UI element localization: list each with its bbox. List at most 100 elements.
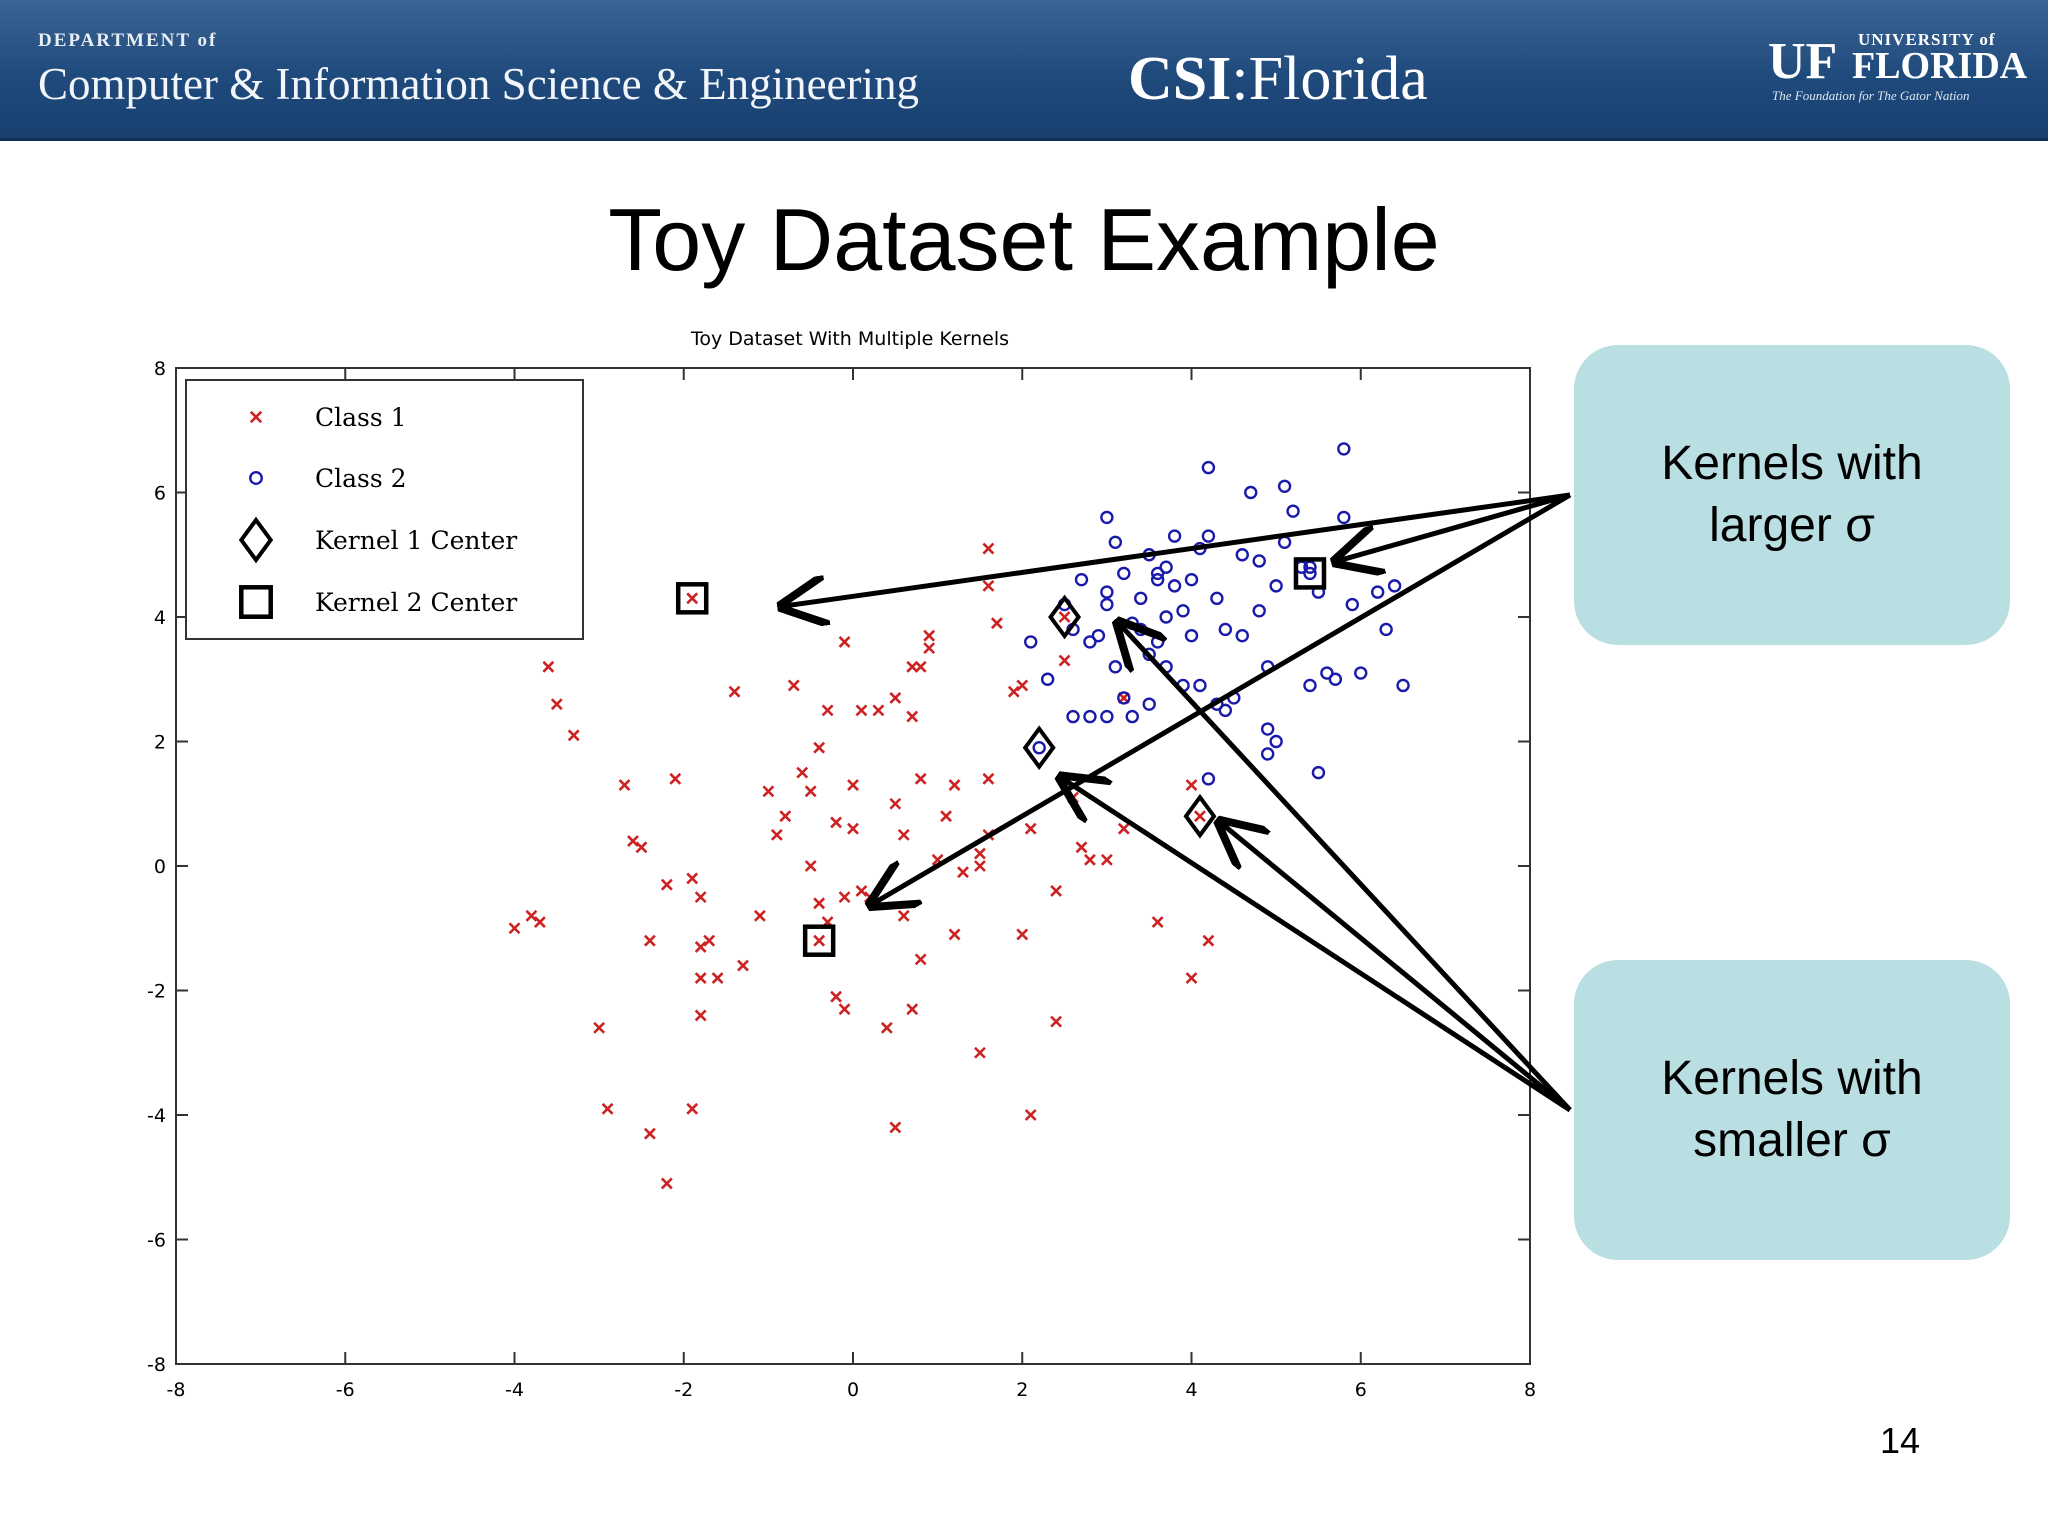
class1-point — [982, 542, 995, 555]
callout-larger-sigma: Kernels with larger σ — [1574, 345, 2010, 645]
o-ring — [1167, 529, 1182, 543]
class1-point — [601, 1102, 614, 1115]
class1-point — [923, 642, 936, 655]
x-tick-label: -2 — [674, 1379, 693, 1401]
class1-point — [838, 1003, 851, 1016]
o-ring — [1328, 672, 1343, 686]
x-stroke — [1050, 884, 1063, 897]
class1-point — [770, 828, 783, 841]
x-stroke — [889, 1121, 902, 1134]
x-stroke — [982, 542, 995, 555]
o-ring — [1150, 566, 1165, 581]
department-label: DEPARTMENT of — [38, 30, 218, 51]
x-stroke — [753, 909, 766, 922]
diamond-shape — [1022, 725, 1056, 771]
class1-point — [1202, 934, 1215, 947]
class1-point — [813, 741, 826, 754]
square-shape — [239, 585, 273, 619]
class2-point — [1244, 485, 1258, 500]
o-ring — [1235, 628, 1249, 643]
callout-larger-line2: larger σ — [1709, 499, 1875, 552]
class1-point — [982, 772, 995, 785]
o-ring — [1201, 772, 1216, 786]
y-tick-label: -4 — [147, 1105, 166, 1127]
class2-point — [1167, 529, 1182, 543]
o-ring — [1159, 560, 1173, 574]
class2-point — [1024, 635, 1038, 649]
legend-marker-diamond — [238, 516, 274, 564]
kernel1-center — [1022, 725, 1056, 771]
x-stroke — [830, 990, 842, 1003]
class1-point — [948, 779, 961, 791]
class2-point — [1269, 579, 1283, 593]
legend-label: Class 2 — [315, 464, 407, 493]
square-shape — [675, 582, 709, 615]
kernel2-center — [1293, 557, 1327, 590]
callout-smaller-line1: Kernels with — [1661, 1051, 1923, 1105]
x-stroke — [542, 660, 555, 673]
x-stroke — [880, 1021, 893, 1034]
x-stroke — [948, 928, 961, 941]
arrow-larger-3 — [1336, 492, 1571, 561]
callout-smaller-sigma: Kernels with smaller σ — [1574, 960, 2010, 1260]
o-ring — [1218, 703, 1233, 718]
class1-point — [855, 704, 868, 717]
o-ring — [1387, 579, 1402, 593]
kernel1-center — [1048, 594, 1082, 640]
class1-point — [914, 660, 927, 673]
x-stroke — [1084, 853, 1096, 866]
class1-point — [669, 772, 682, 785]
x-stroke — [728, 685, 741, 698]
o-ring — [1345, 597, 1359, 612]
class1-point — [830, 816, 842, 829]
x-stroke — [974, 1046, 986, 1059]
chart-title: Toy Dataset With Multiple Kernels — [690, 328, 1009, 350]
legend-label: Kernel 2 Center — [315, 588, 517, 617]
x-stroke — [897, 828, 910, 841]
x-stroke — [948, 779, 961, 791]
class2-point — [1286, 504, 1300, 518]
kernel2-center — [802, 924, 836, 957]
x-stroke — [1194, 810, 1206, 823]
class1-point — [948, 928, 961, 941]
class1-point — [643, 1127, 656, 1140]
class2-point — [1040, 672, 1055, 686]
arrow-smaller-3 — [1220, 822, 1572, 1112]
y-tick-label: -6 — [147, 1230, 166, 1252]
x-stroke — [847, 779, 859, 791]
class2-point — [1320, 666, 1334, 680]
class1-point — [804, 785, 817, 798]
o-ring — [1370, 585, 1385, 599]
class1-point — [1024, 822, 1037, 835]
class2-point — [1193, 678, 1207, 693]
o-ring — [1184, 572, 1199, 587]
class1-point — [1016, 679, 1029, 692]
class2-point — [1108, 535, 1123, 549]
class1-point — [660, 878, 673, 891]
class1-point — [525, 909, 538, 922]
y-tick-label: 6 — [154, 483, 166, 505]
class2-point — [1100, 709, 1114, 724]
class1-point — [838, 635, 851, 648]
diamond-shape — [1183, 793, 1217, 839]
class2-point — [1235, 628, 1249, 643]
uf-florida: FLORIDA — [1852, 45, 2028, 87]
o-ring — [1260, 747, 1275, 761]
class1-point — [940, 810, 953, 823]
x-stroke — [703, 934, 716, 947]
legend-marker-x — [249, 410, 263, 424]
legend: Class 1 Class 2 Kernel 1 Center Kernel 2 Ce… — [185, 379, 584, 640]
x-stroke — [1185, 972, 1198, 984]
class1-point — [542, 660, 555, 673]
o-ring — [1337, 510, 1351, 525]
x-stroke — [1058, 611, 1071, 623]
page-number: 14 — [1880, 1420, 1921, 1461]
x-stroke — [796, 766, 809, 779]
class2-point — [1337, 510, 1351, 525]
class1-point — [897, 909, 910, 922]
diamond-shape — [1048, 594, 1082, 640]
class2-point — [1100, 510, 1114, 525]
x-stroke — [1117, 822, 1130, 835]
class2-point — [1303, 560, 1317, 574]
class2-point — [1345, 597, 1359, 612]
